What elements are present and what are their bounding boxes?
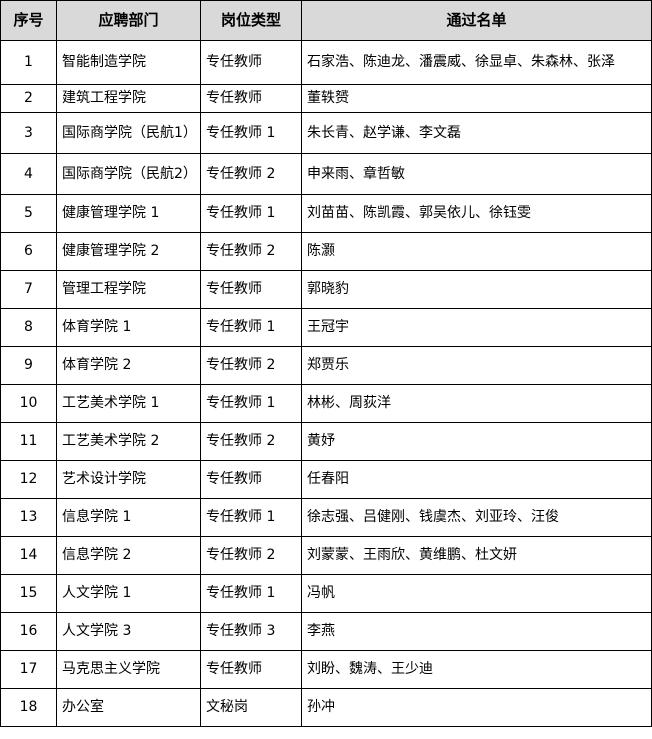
table-row: 11 工艺美术学院 2 专任教师 2 黄妤 (0, 422, 652, 461)
row-number: 9 (0, 346, 57, 385)
header-department: 应聘部门 (56, 0, 201, 41)
row-department: 体育学院 2 (56, 346, 201, 385)
row-number: 4 (0, 153, 57, 195)
row-number: 3 (0, 112, 57, 154)
row-number: 15 (0, 574, 57, 613)
row-passed-names: 陈灏 (301, 232, 652, 271)
row-department: 国际商学院（民航2） (56, 153, 201, 195)
row-passed-names: 刘盼、魏涛、王少迪 (301, 650, 652, 689)
row-department: 艺术设计学院 (56, 460, 201, 499)
row-position-type: 专任教师 2 (200, 232, 302, 271)
row-position-type: 专任教师 2 (200, 536, 302, 575)
row-position-type: 专任教师 (200, 650, 302, 689)
row-department: 工艺美术学院 2 (56, 422, 201, 461)
row-department: 智能制造学院 (56, 40, 201, 85)
row-department: 马克思主义学院 (56, 650, 201, 689)
table-row: 8 体育学院 1 专任教师 1 王冠宇 (0, 308, 652, 347)
header-number: 序号 (0, 0, 57, 41)
table-row: 16 人文学院 3 专任教师 3 李燕 (0, 612, 652, 651)
row-department: 工艺美术学院 1 (56, 384, 201, 423)
row-position-type: 文秘岗 (200, 688, 302, 727)
row-number: 14 (0, 536, 57, 575)
header-passed-list: 通过名单 (301, 0, 652, 41)
row-position-type: 专任教师 (200, 460, 302, 499)
row-department: 管理工程学院 (56, 270, 201, 309)
table-row: 18 办公室 文秘岗 孙冲 (0, 688, 652, 727)
table-row: 6 健康管理学院 2 专任教师 2 陈灏 (0, 232, 652, 271)
table-body: 1 智能制造学院 专任教师 石家浩、陈迪龙、潘震威、徐显卓、朱森林、张泽 2 建筑工程学院… (0, 40, 652, 727)
header-position-type: 岗位类型 (200, 0, 302, 41)
row-number: 10 (0, 384, 57, 423)
row-position-type: 专任教师 (200, 40, 302, 85)
row-passed-names: 郭晓豹 (301, 270, 652, 309)
table-row: 1 智能制造学院 专任教师 石家浩、陈迪龙、潘震威、徐显卓、朱森林、张泽 (0, 40, 652, 85)
row-position-type: 专任教师 1 (200, 194, 302, 233)
row-position-type: 专任教师 1 (200, 112, 302, 154)
row-position-type: 专任教师 1 (200, 384, 302, 423)
row-passed-names: 冯帆 (301, 574, 652, 613)
table-row: 15 人文学院 1 专任教师 1 冯帆 (0, 574, 652, 613)
row-number: 8 (0, 308, 57, 347)
row-department: 人文学院 3 (56, 612, 201, 651)
table-row: 17 马克思主义学院 专任教师 刘盼、魏涛、王少迪 (0, 650, 652, 689)
row-passed-names: 刘蒙蒙、王雨欣、黄维鹏、杜文妍 (301, 536, 652, 575)
table-row: 2 建筑工程学院 专任教师 董轶赟 (0, 84, 652, 113)
row-number: 1 (0, 40, 57, 85)
row-department: 体育学院 1 (56, 308, 201, 347)
row-position-type: 专任教师 (200, 270, 302, 309)
row-passed-names: 石家浩、陈迪龙、潘震威、徐显卓、朱森林、张泽 (301, 40, 652, 85)
row-position-type: 专任教师 2 (200, 422, 302, 461)
header-row: 序号 应聘部门 岗位类型 通过名单 (0, 0, 652, 41)
row-position-type: 专任教师 (200, 84, 302, 113)
row-passed-names: 刘苗苗、陈凯霞、郭吴依儿、徐钰雯 (301, 194, 652, 233)
row-position-type: 专任教师 1 (200, 574, 302, 613)
table-row: 4 国际商学院（民航2） 专任教师 2 申来雨、章哲敏 (0, 153, 652, 195)
row-number: 5 (0, 194, 57, 233)
row-passed-names: 徐志强、吕健刚、钱虞杰、刘亚玲、汪俊 (301, 498, 652, 537)
row-number: 12 (0, 460, 57, 499)
row-passed-names: 李燕 (301, 612, 652, 651)
row-position-type: 专任教师 2 (200, 346, 302, 385)
row-department: 国际商学院（民航1） (56, 112, 201, 154)
row-position-type: 专任教师 2 (200, 153, 302, 195)
table-row: 9 体育学院 2 专任教师 2 郑贾乐 (0, 346, 652, 385)
row-passed-names: 朱长青、赵学谦、李文磊 (301, 112, 652, 154)
row-number: 16 (0, 612, 57, 651)
row-department: 信息学院 1 (56, 498, 201, 537)
row-department: 健康管理学院 1 (56, 194, 201, 233)
row-passed-names: 林彬、周荻洋 (301, 384, 652, 423)
table-row: 3 国际商学院（民航1） 专任教师 1 朱长青、赵学谦、李文磊 (0, 112, 652, 154)
table-row: 10 工艺美术学院 1 专任教师 1 林彬、周荻洋 (0, 384, 652, 423)
row-number: 6 (0, 232, 57, 271)
row-number: 7 (0, 270, 57, 309)
row-department: 人文学院 1 (56, 574, 201, 613)
table-row: 13 信息学院 1 专任教师 1 徐志强、吕健刚、钱虞杰、刘亚玲、汪俊 (0, 498, 652, 537)
row-position-type: 专任教师 1 (200, 498, 302, 537)
row-number: 18 (0, 688, 57, 727)
row-passed-names: 郑贾乐 (301, 346, 652, 385)
row-number: 13 (0, 498, 57, 537)
table-row: 5 健康管理学院 1 专任教师 1 刘苗苗、陈凯霞、郭吴依儿、徐钰雯 (0, 194, 652, 233)
row-passed-names: 申来雨、章哲敏 (301, 153, 652, 195)
row-position-type: 专任教师 3 (200, 612, 302, 651)
row-department: 办公室 (56, 688, 201, 727)
row-number: 2 (0, 84, 57, 113)
row-number: 11 (0, 422, 57, 461)
row-passed-names: 孙冲 (301, 688, 652, 727)
table-row: 14 信息学院 2 专任教师 2 刘蒙蒙、王雨欣、黄维鹏、杜文妍 (0, 536, 652, 575)
row-passed-names: 王冠宇 (301, 308, 652, 347)
row-position-type: 专任教师 1 (200, 308, 302, 347)
row-department: 健康管理学院 2 (56, 232, 201, 271)
row-passed-names: 董轶赟 (301, 84, 652, 113)
row-number: 17 (0, 650, 57, 689)
row-department: 建筑工程学院 (56, 84, 201, 113)
row-passed-names: 任春阳 (301, 460, 652, 499)
table-row: 12 艺术设计学院 专任教师 任春阳 (0, 460, 652, 499)
table-row: 7 管理工程学院 专任教师 郭晓豹 (0, 270, 652, 309)
row-passed-names: 黄妤 (301, 422, 652, 461)
row-department: 信息学院 2 (56, 536, 201, 575)
